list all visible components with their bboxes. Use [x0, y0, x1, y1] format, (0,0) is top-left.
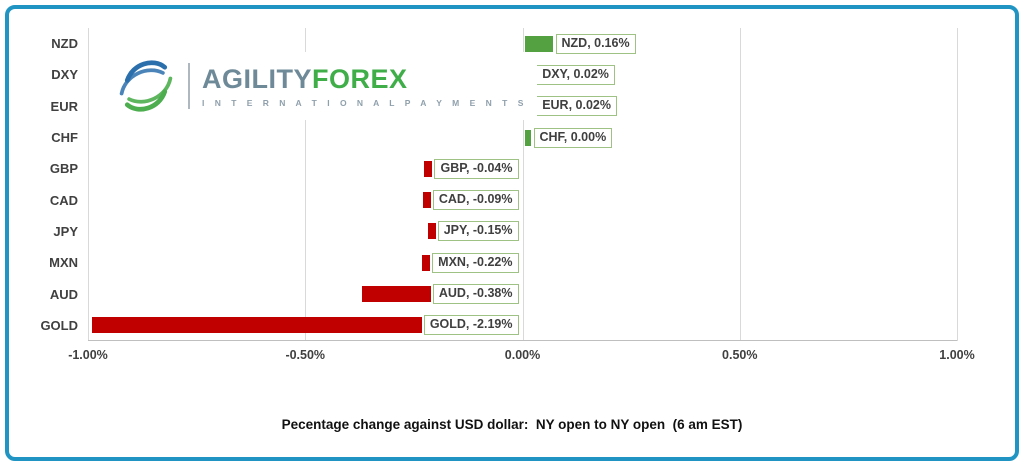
- brand-tagline: I N T E R N A T I O N A L P A Y M E N T …: [202, 97, 528, 108]
- tick-label: -0.50%: [285, 348, 326, 362]
- tick-label: 0.50%: [722, 348, 758, 362]
- bar: [424, 160, 433, 177]
- value-axis: -1.00% -0.50% 0.00% 0.50% 1.00%: [68, 348, 975, 364]
- bar-row: GBP, -0.04%: [88, 153, 957, 184]
- brand-agility: AGILITY: [202, 63, 312, 94]
- bar-row: GOLD, -2.19%: [88, 310, 957, 341]
- bar-row: NZD, 0.16%: [88, 28, 957, 59]
- bar-row: MXN, -0.22%: [88, 247, 957, 278]
- tick-label: -1.00%: [68, 348, 108, 362]
- category-label: JPY: [53, 223, 78, 239]
- category-label: CAD: [49, 192, 78, 208]
- data-label: NZD, 0.16%: [555, 33, 636, 54]
- logo-text: AGILITYFOREX I N T E R N A T I O N A L P…: [202, 65, 527, 108]
- bar: [361, 286, 431, 303]
- brand-forex: FOREX: [312, 63, 408, 94]
- bar-row: CHF, 0.00%: [88, 122, 957, 153]
- category-label: AUD: [49, 286, 78, 302]
- plot-area: NZD, 0.16% DXY, 0.02% EUR, 0.02% CHF, 0.00%…: [88, 28, 958, 341]
- globe-swirl-icon: [119, 60, 173, 112]
- bar: [524, 129, 531, 146]
- data-label: JPY, -0.15%: [437, 221, 519, 242]
- chart-caption: Pecentage change against USD dollar: NY …: [281, 417, 743, 432]
- brand-name: AGILITYFOREX: [202, 65, 527, 93]
- data-label: CAD, -0.09%: [432, 190, 519, 211]
- bar-group: JPY, -0.15%: [427, 216, 519, 247]
- brand-logo: AGILITYFOREX I N T E R N A T I O N A L P…: [112, 52, 538, 120]
- logo-divider: [188, 63, 190, 109]
- bar-group: GOLD, -2.19%: [92, 310, 519, 341]
- data-label: GOLD, -2.19%: [423, 315, 519, 336]
- gridline: [88, 28, 89, 341]
- category-label: GOLD: [40, 317, 78, 333]
- bar: [422, 192, 431, 209]
- bar-group: CAD, -0.09%: [422, 185, 519, 216]
- tick-label: 0.00%: [504, 348, 541, 362]
- data-label: DXY, 0.02%: [536, 64, 615, 85]
- data-label: GBP, -0.04%: [434, 158, 519, 179]
- bar: [524, 35, 553, 52]
- bar: [92, 317, 422, 334]
- x-axis-line: [88, 340, 957, 341]
- bar-row: JPY, -0.15%: [88, 216, 957, 247]
- bar-group: GBP, -0.04%: [424, 153, 519, 184]
- data-label: CHF, 0.00%: [533, 127, 613, 148]
- bar-group: AUD, -0.38%: [361, 278, 519, 309]
- category-label: MXN: [49, 255, 78, 271]
- data-label: EUR, 0.02%: [536, 96, 617, 117]
- gridline: [522, 28, 524, 341]
- data-label: AUD, -0.38%: [432, 284, 519, 305]
- bar: [427, 223, 436, 240]
- category-label: GBP: [49, 161, 78, 177]
- gridline: [739, 28, 741, 341]
- gridline: [957, 28, 958, 341]
- bar-row: CAD, -0.09%: [88, 185, 957, 216]
- gridline: [305, 28, 307, 341]
- category-label: EUR: [50, 98, 78, 114]
- bar-group: MXN, -0.22%: [422, 247, 519, 278]
- category-label: CHF: [51, 130, 78, 146]
- bar-group: CHF, 0.00%: [523, 122, 613, 153]
- category-axis: NZD DXY EUR CHF GBP CAD JPY MXN AUD GOLD: [14, 28, 80, 341]
- tick-label: 1.00%: [939, 348, 975, 362]
- category-label: DXY: [51, 67, 78, 83]
- bar: [422, 254, 431, 271]
- category-label: NZD: [51, 36, 78, 52]
- bar-group: NZD, 0.16%: [523, 28, 636, 59]
- bar-row: AUD, -0.38%: [88, 278, 957, 309]
- data-label: MXN, -0.22%: [432, 252, 519, 273]
